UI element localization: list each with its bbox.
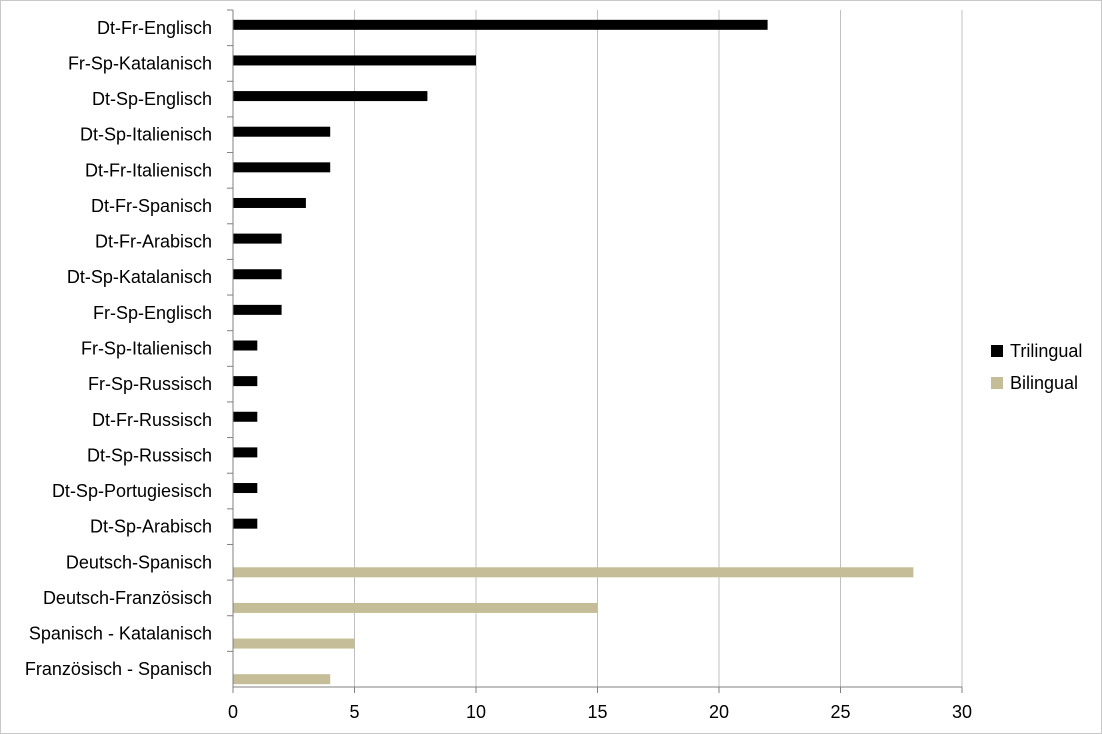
bar-trilingual: [233, 19, 768, 30]
bar-trilingual: [233, 483, 258, 494]
legend-swatch: [991, 377, 1003, 389]
bar-trilingual: [233, 340, 258, 351]
category-label: Dt-Sp-Russisch: [87, 445, 212, 465]
legend-swatch: [991, 345, 1003, 357]
gridlines: [354, 10, 963, 687]
category-label: Französisch - Spanisch: [25, 659, 212, 679]
legend: Trilingual Bilingual: [991, 341, 1082, 393]
category-label: Dt-Fr-Englisch: [97, 18, 212, 38]
category-labels: Dt-Fr-Englisch Fr-Sp-Katalanisch Dt-Sp-Eng…: [25, 18, 212, 679]
category-label: Fr-Sp-Russisch: [88, 374, 212, 394]
x-tick-label: 25: [830, 702, 850, 722]
category-label: Dt-Fr-Spanisch: [91, 196, 212, 216]
category-label: Dt-Fr-Arabisch: [95, 232, 212, 252]
bar-trilingual: [233, 376, 258, 387]
bar-bilingual: [233, 674, 331, 685]
x-tick-label: 20: [709, 702, 729, 722]
category-label: Spanisch - Katalanisch: [29, 624, 212, 644]
category-label: Fr-Sp-Englisch: [93, 303, 212, 323]
bar-trilingual: [233, 126, 331, 137]
bar-bilingual: [233, 567, 914, 578]
category-label: Dt-Sp-Englisch: [92, 89, 212, 109]
bar-trilingual: [233, 55, 476, 66]
category-label: Deutsch-Spanisch: [66, 552, 212, 572]
bar-trilingual: [233, 269, 282, 280]
bar-trilingual: [233, 518, 258, 529]
bar-trilingual: [233, 411, 258, 422]
x-tick-label: 15: [587, 702, 607, 722]
bar-trilingual: [233, 197, 306, 208]
x-tick-label: 10: [466, 702, 486, 722]
legend-label: Trilingual: [1010, 341, 1082, 361]
category-label: Dt-Sp-Katalanisch: [67, 267, 212, 287]
bar-bilingual: [233, 638, 355, 649]
bar-bilingual: [233, 602, 598, 613]
axes: [227, 9, 963, 693]
bar-trilingual: [233, 162, 331, 173]
category-label: Dt-Sp-Portugiesisch: [52, 481, 212, 501]
category-label: Dt-Fr-Russisch: [92, 410, 212, 430]
bar-trilingual: [233, 233, 282, 244]
category-label: Fr-Sp-Katalanisch: [68, 53, 212, 73]
x-tick-label: 0: [228, 702, 238, 722]
bar-trilingual: [233, 447, 258, 458]
bar-trilingual: [233, 304, 282, 315]
category-label: Dt-Fr-Italienisch: [85, 160, 212, 180]
category-label: Dt-Sp-Arabisch: [90, 517, 212, 537]
bars: [233, 19, 914, 685]
x-tick-label: 5: [349, 702, 359, 722]
legend-label: Bilingual: [1010, 373, 1078, 393]
category-label: Dt-Sp-Italienisch: [80, 125, 212, 145]
x-tick-label: 30: [952, 702, 972, 722]
category-label: Fr-Sp-Italienisch: [81, 339, 212, 359]
x-tick-labels: 0 5 10 15 20 25 30: [228, 702, 972, 722]
category-label: Deutsch-Französisch: [43, 588, 212, 608]
bar-trilingual: [233, 91, 428, 102]
